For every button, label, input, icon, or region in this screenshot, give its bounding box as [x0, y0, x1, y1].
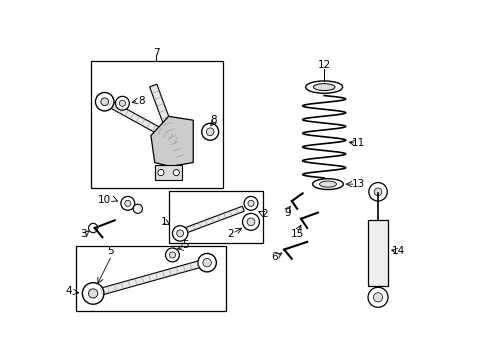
Circle shape — [119, 100, 125, 106]
Ellipse shape — [305, 81, 342, 93]
Text: 3: 3 — [81, 229, 87, 239]
Bar — [76, 246, 225, 311]
Circle shape — [115, 96, 129, 110]
Text: 4: 4 — [65, 286, 72, 296]
Text: 7: 7 — [153, 48, 159, 58]
Text: 15: 15 — [290, 229, 303, 239]
Polygon shape — [151, 116, 193, 166]
Circle shape — [173, 170, 179, 176]
Circle shape — [373, 188, 381, 195]
Text: 10: 10 — [98, 194, 111, 204]
Circle shape — [121, 197, 135, 210]
Polygon shape — [94, 259, 205, 297]
Circle shape — [198, 253, 216, 272]
Circle shape — [169, 252, 175, 258]
Text: 9: 9 — [284, 208, 291, 217]
Polygon shape — [181, 206, 244, 234]
Circle shape — [242, 213, 259, 230]
Text: 8: 8 — [209, 115, 216, 125]
Ellipse shape — [319, 181, 336, 187]
Text: 1: 1 — [161, 217, 167, 227]
Text: 14: 14 — [391, 246, 405, 256]
Circle shape — [373, 293, 382, 302]
Polygon shape — [149, 84, 185, 164]
Text: 12: 12 — [317, 60, 330, 70]
Circle shape — [124, 200, 131, 206]
Text: 5: 5 — [106, 246, 113, 256]
Circle shape — [246, 218, 254, 226]
Text: 13: 13 — [351, 179, 365, 189]
Circle shape — [158, 170, 163, 176]
Circle shape — [244, 197, 257, 210]
Circle shape — [95, 93, 114, 111]
Circle shape — [165, 248, 179, 262]
Circle shape — [247, 200, 254, 206]
Text: 2: 2 — [226, 229, 233, 239]
Circle shape — [133, 204, 142, 213]
Circle shape — [367, 287, 387, 307]
Circle shape — [88, 223, 98, 233]
Ellipse shape — [312, 179, 343, 189]
Circle shape — [202, 123, 218, 140]
Circle shape — [203, 258, 211, 267]
Bar — [154, 165, 182, 180]
Text: 2: 2 — [260, 209, 267, 219]
Bar — [168, 191, 262, 243]
Text: 6: 6 — [271, 252, 278, 262]
Circle shape — [176, 230, 183, 237]
Text: 11: 11 — [351, 138, 365, 148]
Text: 5: 5 — [182, 240, 188, 250]
Circle shape — [172, 226, 187, 241]
Circle shape — [88, 289, 98, 298]
Text: 8: 8 — [138, 96, 144, 106]
Polygon shape — [103, 98, 183, 146]
Circle shape — [368, 183, 386, 201]
Ellipse shape — [313, 84, 334, 91]
Circle shape — [101, 98, 108, 105]
Bar — [367, 220, 387, 286]
Circle shape — [82, 283, 104, 304]
Circle shape — [206, 128, 214, 136]
Bar — [91, 61, 223, 188]
